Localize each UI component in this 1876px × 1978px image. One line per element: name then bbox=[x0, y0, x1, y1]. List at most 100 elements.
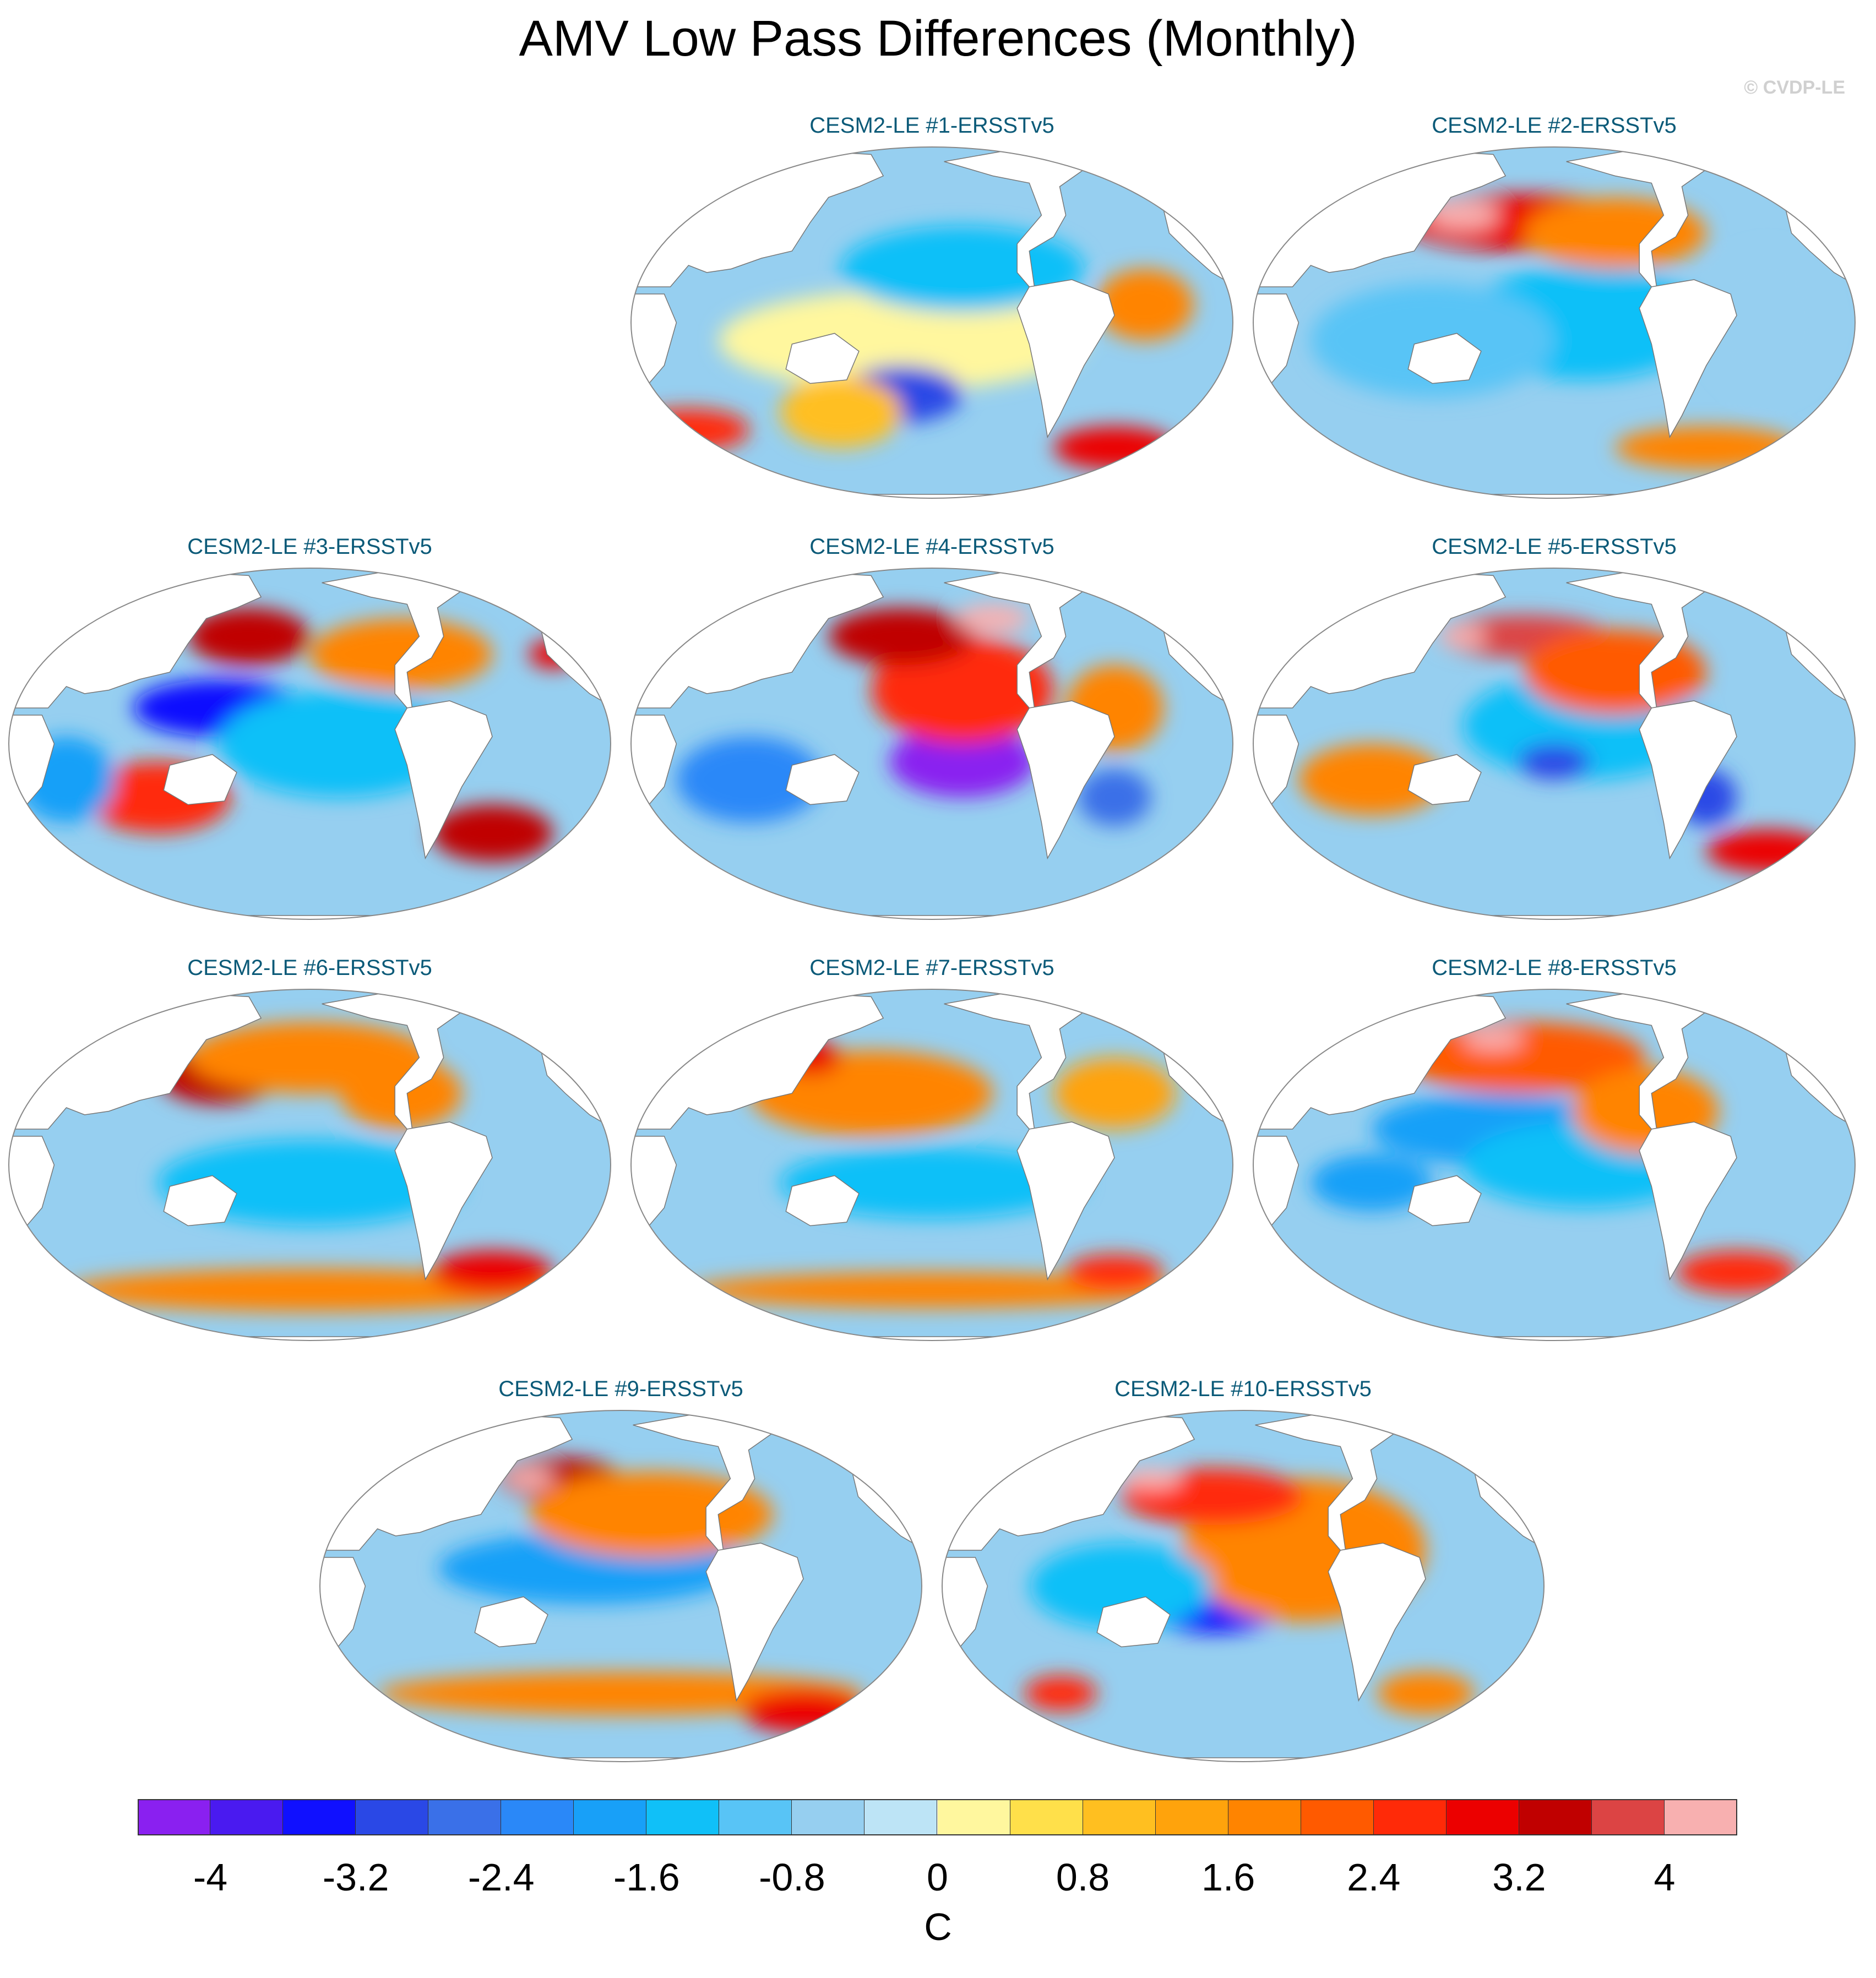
colorbar-box bbox=[283, 1799, 356, 1835]
map-plot bbox=[630, 146, 1233, 499]
continent bbox=[1016, 1121, 1115, 1281]
colorbar-box bbox=[1664, 1799, 1737, 1835]
colorbar-box bbox=[1446, 1799, 1519, 1835]
continent bbox=[1407, 754, 1482, 805]
colorbar-box bbox=[356, 1799, 429, 1835]
continent bbox=[474, 1596, 548, 1648]
colorbar-unit-label: C bbox=[924, 1905, 952, 1948]
sst-anomaly-region bbox=[1024, 1675, 1097, 1712]
colorbar-box bbox=[428, 1799, 502, 1835]
continent bbox=[785, 754, 860, 805]
sst-anomaly-region bbox=[1311, 1154, 1433, 1212]
colorbar-box bbox=[1591, 1799, 1665, 1835]
map-plot bbox=[630, 568, 1233, 920]
colorbar-box bbox=[1301, 1799, 1374, 1835]
sst-anomaly-region bbox=[1065, 1254, 1163, 1290]
continent bbox=[1639, 700, 1737, 860]
map-border bbox=[1253, 568, 1856, 920]
colorbar-tick-label: 2.4 bbox=[1347, 1856, 1401, 1899]
colorbar-box bbox=[1155, 1799, 1228, 1835]
continent bbox=[1639, 279, 1737, 439]
sst-anomaly-region bbox=[1524, 197, 1706, 269]
map-border bbox=[942, 1410, 1545, 1762]
colorbar-box bbox=[937, 1799, 1010, 1835]
continent bbox=[1102, 150, 1152, 180]
colorbar-tick-label: 0 bbox=[927, 1856, 948, 1899]
continent bbox=[480, 571, 530, 601]
continent bbox=[394, 700, 493, 860]
colorbar-tick-label: 1.6 bbox=[1201, 1856, 1255, 1899]
sst-anomaly-region bbox=[1426, 201, 1500, 230]
map-panel-5: CESM2-LE #5-ERSSTv5 bbox=[1250, 533, 1858, 940]
colorbar-tick-label: -1.6 bbox=[613, 1856, 680, 1899]
sst-anomaly-region bbox=[431, 1251, 553, 1294]
continent bbox=[705, 1543, 804, 1702]
sst-anomaly-region bbox=[1030, 1543, 1213, 1629]
colorbar-tick-label: -2.4 bbox=[467, 1856, 535, 1899]
colorbar-tick-label: 3.2 bbox=[1492, 1856, 1546, 1899]
sst-anomaly-region bbox=[1676, 1251, 1798, 1294]
continent bbox=[785, 1175, 860, 1227]
sst-anomaly-region bbox=[676, 737, 823, 822]
sst-anomaly-region bbox=[505, 1468, 554, 1490]
sst-anomaly-region bbox=[188, 608, 310, 665]
sst-anomaly-region bbox=[1518, 744, 1591, 780]
map-plot bbox=[942, 1410, 1545, 1762]
continent bbox=[480, 993, 530, 1022]
map-plot bbox=[8, 989, 611, 1341]
map-border bbox=[319, 1410, 922, 1762]
continent bbox=[163, 1175, 237, 1227]
colorbar-box bbox=[1083, 1799, 1156, 1835]
sst-anomaly-region bbox=[1053, 1058, 1176, 1129]
colorbar-box bbox=[138, 1799, 211, 1835]
map-panel-6: CESM2-LE #6-ERSSTv5 bbox=[6, 954, 614, 1361]
panel-title: CESM2-LE #7-ERSSTv5 bbox=[809, 956, 1054, 980]
map-border bbox=[1253, 989, 1856, 1341]
map-panel-3: CESM2-LE #3-ERSSTv5 bbox=[6, 533, 614, 940]
map-border bbox=[630, 989, 1233, 1341]
panel-title: CESM2-LE #6-ERSSTv5 bbox=[187, 956, 432, 980]
colorbar-box bbox=[1010, 1799, 1083, 1835]
continent bbox=[1016, 279, 1115, 439]
panel-title: CESM2-LE #2-ERSSTv5 bbox=[1432, 113, 1677, 138]
colorbar bbox=[138, 1799, 1737, 1835]
sst-anomaly-region bbox=[309, 618, 492, 690]
sst-anomaly-region bbox=[1096, 269, 1194, 341]
map-border bbox=[1253, 146, 1856, 499]
map-panel-1: CESM2-LE #1-ERSSTv5 bbox=[628, 112, 1236, 519]
continent bbox=[1102, 993, 1152, 1022]
sst-anomaly-region bbox=[889, 726, 1036, 798]
sst-anomaly-region bbox=[66, 1268, 553, 1312]
panel-title: CESM2-LE #9-ERSSTv5 bbox=[498, 1377, 743, 1401]
continent bbox=[1328, 1543, 1426, 1702]
panel-title: CESM2-LE #5-ERSSTv5 bbox=[1432, 535, 1677, 559]
sst-anomaly-region bbox=[742, 1690, 864, 1733]
colorbar-tick-label: 4 bbox=[1654, 1856, 1676, 1899]
sst-anomaly-region bbox=[157, 1140, 462, 1226]
map-panel-7: CESM2-LE #7-ERSSTv5 bbox=[628, 954, 1236, 1361]
colorbar-box bbox=[719, 1799, 792, 1835]
sst-anomaly-region bbox=[1462, 1029, 1524, 1050]
continent bbox=[1407, 1175, 1482, 1227]
continent bbox=[785, 333, 860, 384]
map-plot bbox=[630, 989, 1233, 1341]
continent bbox=[1102, 571, 1152, 601]
sst-anomaly-region bbox=[1298, 744, 1445, 815]
sst-anomaly-region bbox=[1706, 251, 1828, 394]
map-plot bbox=[1253, 568, 1856, 920]
colorbar-tick-label: 0.8 bbox=[1056, 1856, 1110, 1899]
map-plot bbox=[8, 568, 611, 920]
map-panel-8: CESM2-LE #8-ERSSTv5 bbox=[1250, 954, 1858, 1361]
continent bbox=[163, 754, 237, 805]
sst-anomaly-region bbox=[1053, 426, 1176, 470]
sst-anomaly-region bbox=[218, 690, 462, 798]
colorbar-tick-label: -0.8 bbox=[759, 1856, 825, 1899]
sst-anomaly-region bbox=[631, 408, 749, 451]
sst-anomaly-region bbox=[1438, 625, 1487, 647]
panel-title: CESM2-LE #1-ERSSTv5 bbox=[809, 113, 1054, 138]
sst-anomaly-region bbox=[688, 1272, 1176, 1308]
figure-title: AMV Low Pass Differences (Monthly) bbox=[519, 10, 1357, 67]
continent bbox=[1724, 150, 1775, 180]
copyright-label: © CVDP-LE bbox=[1744, 77, 1845, 98]
continent bbox=[1724, 571, 1775, 601]
